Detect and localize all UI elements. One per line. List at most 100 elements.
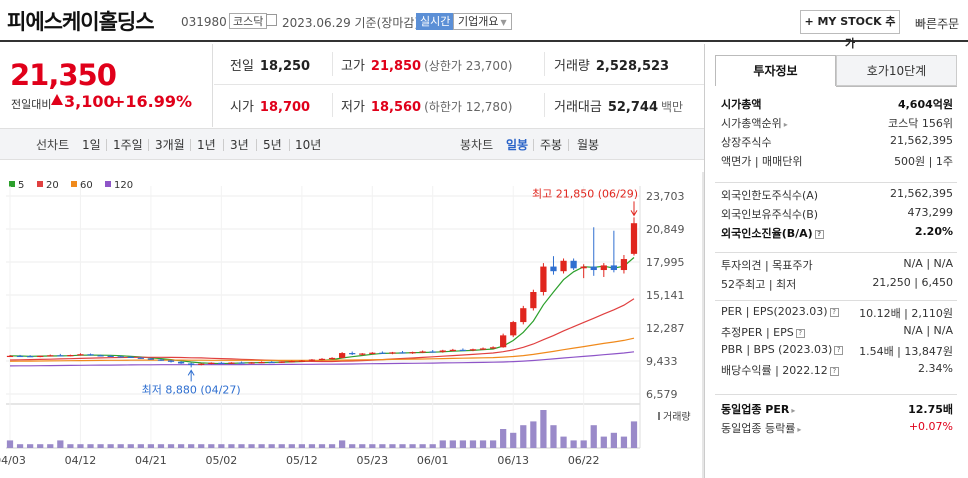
sec5-row[interactable]: 동일업종 PER ▸ 12.75배 xyxy=(721,401,957,420)
volume-bar xyxy=(268,444,275,448)
candle-body xyxy=(580,266,587,269)
volume-bar xyxy=(590,425,597,448)
sec3-value: 21,250 | 6,450 xyxy=(872,276,953,289)
volume-bar xyxy=(489,440,497,448)
candle-body xyxy=(298,360,305,362)
tab-1w[interactable]: 1주일 xyxy=(113,138,143,152)
tab-order-book[interactable]: 호가10단계 xyxy=(836,55,957,86)
candle-body xyxy=(620,259,628,271)
volume-bar xyxy=(16,444,24,448)
price-chart[interactable]: 5 20 60 120 23,703 20,849 17,995 15,141 12,287 9,… xyxy=(0,172,704,478)
volume-bar xyxy=(97,444,104,448)
candle-body xyxy=(198,363,205,365)
volume-bar xyxy=(630,421,638,448)
moving-average-20 xyxy=(9,298,635,363)
candle-body xyxy=(238,362,245,364)
x-tick-label: 06/13 xyxy=(497,454,529,467)
current-price: 21,350 xyxy=(10,58,117,92)
sec4-label: 배당수익률 | 2022.12? xyxy=(721,362,839,378)
volume-bar xyxy=(167,444,175,448)
x-tick-label: 05/02 xyxy=(206,454,238,467)
volume-bar xyxy=(6,440,14,448)
candle-body xyxy=(369,352,376,354)
tab-investment-info[interactable]: 투자정보 xyxy=(715,55,836,86)
candle-body xyxy=(77,354,84,356)
low-arrow-head xyxy=(187,369,195,376)
volume-bar xyxy=(248,444,255,448)
candle-body xyxy=(258,361,265,364)
stock-name: 피에스케이홀딩스 xyxy=(7,10,155,34)
tab-10y[interactable]: 10년 xyxy=(295,138,322,152)
sec4-value: 1.54배 | 13,847원 xyxy=(859,345,953,358)
sec1-label: 상장주식수 xyxy=(721,136,772,149)
help-icon[interactable]: ? xyxy=(814,230,824,239)
tab-1d[interactable]: 1일 xyxy=(82,138,101,152)
line-chart-label: 선차트 xyxy=(36,138,70,152)
candlestick-chart-svg[interactable]: 5 20 60 120 23,703 20,849 17,995 15,141 12,287 9,… xyxy=(0,172,704,478)
sec1-row[interactable]: 시가총액순위 ▸ 코스닥 156위 xyxy=(721,115,957,134)
sec4-row: 배당수익률 | 2022.12? 2.34% xyxy=(721,362,957,381)
help-icon[interactable]: ? xyxy=(829,308,839,317)
sec3-label: 52주최고 | 최저 xyxy=(721,278,797,291)
candle-body xyxy=(409,352,416,354)
candle-body xyxy=(560,260,567,272)
chevron-down-icon: ▼ xyxy=(500,18,507,27)
y-tick-label: 20,849 xyxy=(646,223,685,236)
x-tick-label: 06/01 xyxy=(417,454,449,467)
candle-body xyxy=(510,322,517,336)
x-tick-label: 04/21 xyxy=(135,454,167,467)
tab-daily[interactable]: 일봉 xyxy=(506,138,529,152)
volume-bar xyxy=(228,444,235,448)
candle-body xyxy=(590,266,597,271)
help-icon[interactable]: ? xyxy=(829,367,839,376)
sec3-value: N/A | N/A xyxy=(903,257,953,270)
lower-limit: (하한가 12,780) xyxy=(424,100,513,114)
amount-value: 52,744 xyxy=(607,100,659,115)
realtime-button[interactable]: 실시간 xyxy=(416,13,455,30)
candle-body xyxy=(349,353,356,355)
candle-body xyxy=(328,357,336,360)
low-annotation: 최저 8,880 (04/27) xyxy=(142,383,241,396)
volume-bar xyxy=(117,444,124,448)
sec1-row: 액면가 | 매매단위 500원 | 1주 xyxy=(721,153,957,172)
change-label: 전일대비 xyxy=(11,98,52,111)
candle-body xyxy=(107,355,114,358)
tab-1y[interactable]: 1년 xyxy=(197,138,216,152)
sec5-row[interactable]: 동일업종 등락률 ▸ +0.07% xyxy=(721,420,957,439)
tab-weekly[interactable]: 주봉 xyxy=(540,138,563,152)
volume-label: 거래량 xyxy=(663,411,691,423)
volume-bar xyxy=(500,429,507,448)
candle-body xyxy=(540,266,547,293)
opinion-section: 투자의견 | 목표주가 N/A | N/A 52주최고 | 최저 21,250 | 6… xyxy=(715,252,957,291)
tab-5y[interactable]: 5년 xyxy=(263,138,282,152)
volume-value: 2,528,523 xyxy=(595,59,670,74)
volume-bar xyxy=(439,440,446,448)
help-icon[interactable]: ? xyxy=(834,346,844,355)
x-tick-label: 05/23 xyxy=(356,454,388,467)
tab-monthly[interactable]: 월봉 xyxy=(577,138,600,152)
candle-body xyxy=(57,355,64,357)
sec4-label: 추정PER | EPS? xyxy=(721,324,805,340)
add-my-stock-button[interactable]: + MY STOCK 추가 xyxy=(800,10,900,50)
company-info-dropdown[interactable]: 기업개요 ▼ xyxy=(453,13,512,30)
chevron-right-icon: ▸ xyxy=(791,406,796,415)
calendar-icon xyxy=(266,14,277,26)
candle-body xyxy=(520,308,527,323)
candle-body xyxy=(530,292,537,309)
volume-bar xyxy=(369,444,376,448)
amount-label: 거래대금 xyxy=(554,100,602,115)
quick-order-link[interactable]: 빠른주문 xyxy=(915,17,960,31)
volume-bar xyxy=(47,444,54,448)
tab-3m[interactable]: 3개월 xyxy=(155,138,185,152)
tab-3y[interactable]: 3년 xyxy=(230,138,249,152)
stock-header: 피에스케이홀딩스 031980 코스닥 2023.06.29 기준(장마감) 실… xyxy=(0,0,968,50)
volume-bar xyxy=(359,444,366,448)
volume-bar xyxy=(459,440,467,448)
volume-bar xyxy=(429,444,436,448)
volume-bar xyxy=(57,440,64,448)
help-icon[interactable]: ? xyxy=(795,329,805,338)
sec3-label: 투자의견 | 목표주가 xyxy=(721,259,813,272)
candle-body xyxy=(167,360,175,362)
candle-body xyxy=(600,265,607,271)
